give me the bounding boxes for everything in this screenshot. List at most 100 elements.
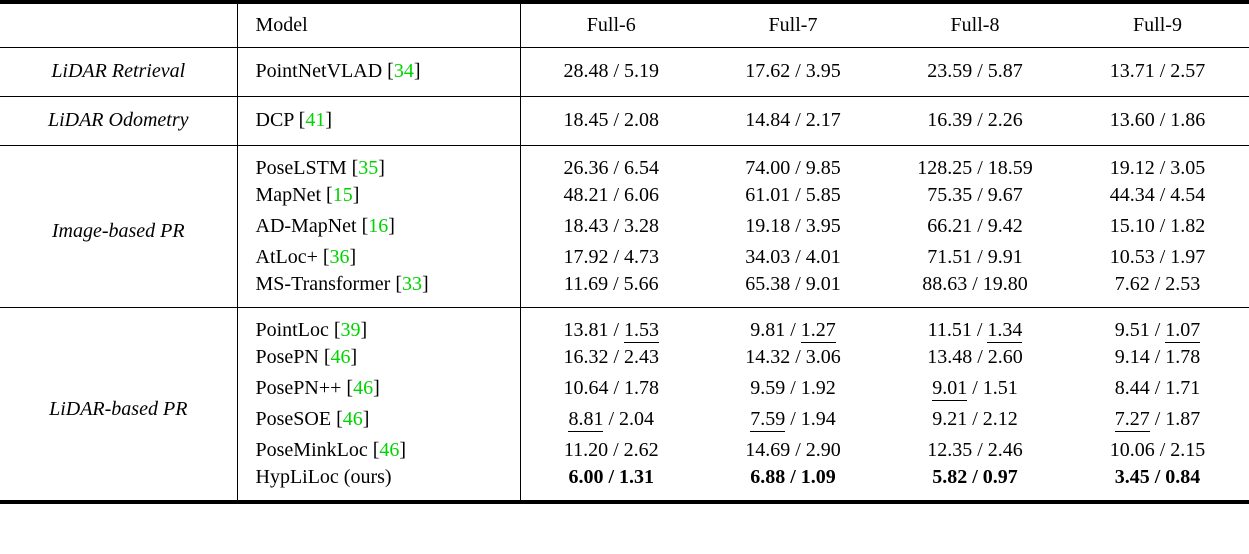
metric-cell: 26.36 / 6.54 — [563, 156, 660, 179]
metric-cell: 16.32 / 2.43 — [563, 345, 660, 368]
translation-error-value: 34.03 — [745, 245, 791, 268]
metric-cell: 6.00 / 1.31 — [568, 465, 655, 488]
rotation-error-value: 1.71 — [1165, 376, 1201, 399]
category-label: LiDAR Retrieval — [0, 47, 238, 96]
table-row: MS-Transformer [33] 11.69 / 5.66 65.38 / 9… — [0, 272, 1249, 307]
rotation-error-value: 1.82 — [1170, 214, 1206, 237]
translation-error-value: 10.64 — [563, 376, 609, 399]
table-row: PosePN [46] 16.32 / 2.43 14.32 / 3.06 13.48… — [0, 341, 1249, 373]
translation-error-value: 16.39 — [927, 109, 973, 131]
section-lidar-retrieval: LiDAR Retrieval PointNetVLAD [34] 28.48 / … — [0, 47, 1249, 96]
model-name: PointLoc — [255, 318, 329, 341]
model-name: AD-MapNet — [255, 214, 357, 237]
rotation-error-value: 0.84 — [1165, 465, 1201, 488]
metric-cell: 23.59 / 5.87 — [927, 60, 1023, 82]
metric-cell: 13.48 / 2.60 — [927, 345, 1023, 368]
translation-error-value: 13.48 — [927, 345, 973, 368]
metric-cell: 9.81 / 1.27 — [750, 318, 836, 343]
table-row: MapNet [15] 48.21 / 6.06 61.01 / 5.85 75.35… — [0, 179, 1249, 211]
metric-cell: 28.48 / 5.19 — [563, 60, 660, 82]
model-name: PointNetVLAD — [255, 60, 383, 82]
rotation-error-value: 9.42 — [987, 214, 1023, 237]
citation-link[interactable]: 16 — [368, 214, 389, 237]
rotation-error-value: 5.19 — [624, 60, 660, 82]
translation-error-value: 17.62 — [745, 60, 791, 82]
model-name: DCP — [255, 109, 294, 131]
metric-cell: 11.51 / 1.34 — [927, 318, 1023, 343]
translation-error-value: 9.59 — [750, 376, 786, 399]
table-row: LiDAR-based PR PointLoc [39] 13.81 / 1.53 9… — [0, 307, 1249, 502]
metric-cell: 128.25 / 18.59 — [917, 156, 1033, 179]
model-name-cell: AtLoc+ [36] — [237, 241, 521, 273]
citation-link[interactable]: 33 — [402, 272, 422, 295]
translation-error-value: 5.82 — [932, 465, 968, 488]
table-row: Image-based PR PoseLSTM [35] 26.36 / 6.54 7… — [0, 145, 1249, 307]
table-row: LiDAR Retrieval PointNetVLAD [34] 28.48 / … — [0, 47, 1249, 96]
rotation-error-value: 1.97 — [1170, 245, 1206, 268]
metric-cell: 66.21 / 9.42 — [927, 214, 1023, 237]
translation-error-value: 10.06 — [1109, 438, 1155, 461]
metric-cell: 9.59 / 1.92 — [750, 376, 836, 399]
section-lidar-odometry: LiDAR Odometry DCP [41] 18.45 / 2.08 14.84 … — [0, 96, 1249, 145]
table-row: PosePN++ [46] 10.64 / 1.78 9.59 / 1.92 9.01… — [0, 372, 1249, 404]
translation-error-value: 14.32 — [745, 345, 791, 368]
metric-cell: 11.20 / 2.62 — [563, 438, 659, 461]
rotation-error-value: 1.27 — [800, 318, 836, 343]
metric-cell: 8.44 / 1.71 — [1114, 376, 1201, 399]
translation-error-value: 10.53 — [1109, 245, 1155, 268]
citation-link[interactable]: 46 — [330, 345, 351, 368]
rotation-error-value: 3.06 — [805, 345, 841, 368]
translation-error-value: 9.21 — [932, 407, 968, 430]
metric-cell: 9.51 / 1.07 — [1114, 318, 1201, 343]
translation-error-value: 9.01 — [932, 376, 968, 401]
results-table: Model Full-6 Full-7 Full-8 Full-9 LiDAR … — [0, 0, 1249, 504]
translation-error-value: 16.32 — [563, 345, 609, 368]
rotation-error-value: 3.95 — [805, 214, 841, 237]
citation-link[interactable]: 46 — [379, 438, 400, 461]
rotation-error-value: 4.01 — [805, 245, 841, 268]
rotation-error-value: 1.86 — [1170, 109, 1206, 131]
citation-link[interactable]: 39 — [340, 318, 361, 341]
metric-cell: 7.27 / 1.87 — [1114, 407, 1201, 432]
citation-link[interactable]: 41 — [305, 109, 326, 131]
metric-cell: 9.14 / 1.78 — [1114, 345, 1201, 368]
citation-link[interactable]: 35 — [358, 156, 379, 179]
translation-error-value: 71.51 — [927, 245, 973, 268]
metric-cell: 14.32 / 3.06 — [745, 345, 841, 368]
table-row: HypLiLoc (ours) 6.00 / 1.31 6.88 / 1.09 5.8… — [0, 465, 1249, 502]
metric-cell: 16.39 / 2.26 — [927, 109, 1023, 131]
translation-error-value: 128.25 — [917, 156, 973, 179]
section-lidar-based-pr: LiDAR-based PR PointLoc [39] 13.81 / 1.53 9… — [0, 307, 1249, 502]
header-col-full-8: Full-8 — [950, 13, 1000, 36]
rotation-error-value: 3.95 — [805, 60, 841, 82]
metric-cell: 18.45 / 2.08 — [563, 109, 660, 131]
rotation-error-value: 2.04 — [619, 407, 655, 430]
model-name-cell: HypLiLoc (ours) — [237, 465, 521, 502]
rotation-error-value: 1.87 — [1165, 407, 1201, 430]
translation-error-value: 9.51 — [1114, 318, 1150, 341]
metric-cell: 19.18 / 3.95 — [745, 214, 841, 237]
citation-link[interactable]: 36 — [329, 245, 350, 268]
header-row: Model Full-6 Full-7 Full-8 Full-9 — [0, 2, 1249, 47]
translation-error-value: 26.36 — [563, 156, 609, 179]
metric-cell: 15.10 / 1.82 — [1109, 214, 1206, 237]
rotation-error-value: 2.43 — [624, 345, 660, 368]
citation-link[interactable]: 46 — [353, 376, 374, 399]
citation-link[interactable]: 46 — [342, 407, 363, 430]
model-name-cell: PoseMinkLoc [46] — [237, 434, 521, 466]
translation-error-value: 11.51 — [927, 318, 972, 341]
citation-link[interactable]: 15 — [332, 183, 353, 206]
rotation-error-value: 1.53 — [624, 318, 660, 343]
rotation-error-value: 5.87 — [987, 60, 1023, 82]
translation-error-value: 19.18 — [745, 214, 791, 237]
rotation-error-value: 2.17 — [805, 109, 841, 131]
citation-link[interactable]: 34 — [393, 60, 414, 82]
metric-cell: 17.62 / 3.95 — [745, 60, 841, 82]
rotation-error-value: 6.54 — [624, 156, 660, 179]
metric-cell: 48.21 / 6.06 — [563, 183, 660, 206]
rotation-error-value: 5.85 — [805, 183, 841, 206]
translation-error-value: 14.84 — [745, 109, 791, 131]
translation-error-value: 44.34 — [1109, 183, 1155, 206]
rotation-error-value: 2.08 — [624, 109, 660, 131]
